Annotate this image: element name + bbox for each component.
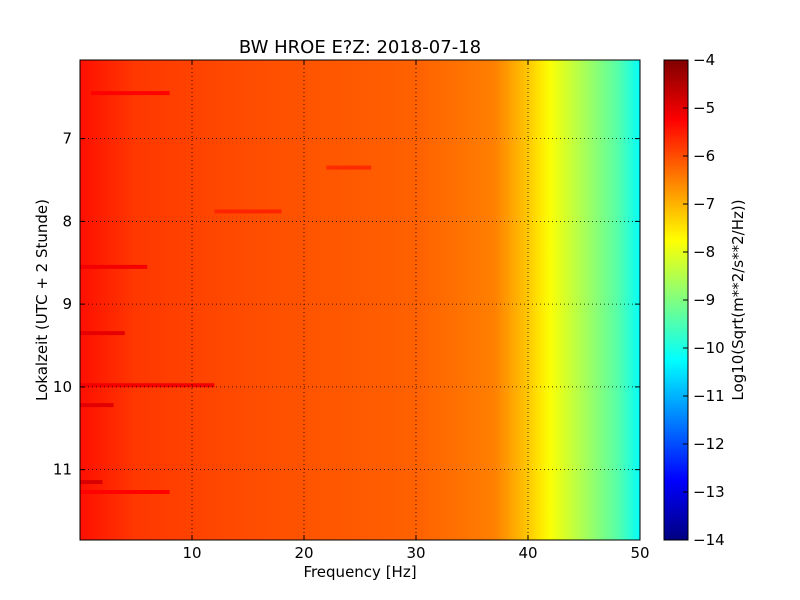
heatmap-area <box>80 60 640 540</box>
y-axis-ticks: 7 8 9 10 11 <box>53 130 640 479</box>
colorbar-tick-label: −6 <box>693 147 715 165</box>
heatmap-band <box>80 490 170 494</box>
y-tick-label: 11 <box>53 461 72 479</box>
heatmap-band <box>80 403 114 408</box>
chart-title: BW HROE E?Z: 2018-07-18 <box>239 37 481 58</box>
heatmap-band <box>80 480 103 485</box>
colorbar-tick-label: −11 <box>693 387 725 405</box>
x-tick-label: 30 <box>406 544 425 562</box>
y-axis-label: Lokalzeit (UTC + 2 Stunde) <box>33 199 51 401</box>
heatmap-band <box>214 209 282 214</box>
colorbar-tick-label: −10 <box>693 339 725 357</box>
heatmap-band <box>80 383 215 388</box>
heatmap-base <box>80 60 640 540</box>
x-tick-label: 50 <box>630 544 649 562</box>
plot-frame <box>79 59 641 541</box>
x-tick-label: 40 <box>518 544 537 562</box>
heatmap-band <box>91 91 170 96</box>
y-tick-label: 10 <box>53 378 72 396</box>
colorbar-tick-label: −9 <box>693 291 715 309</box>
colorbar-tick-label: −8 <box>693 243 715 261</box>
colorbar-label: Log10(Sqrt(m**2/s**2/Hz)) <box>729 199 747 400</box>
x-axis-label: Frequency [Hz] <box>303 563 416 581</box>
x-tick-label: 20 <box>294 544 313 562</box>
y-tick-label: 7 <box>62 130 72 148</box>
grid-lines <box>80 60 640 540</box>
heatmap-band <box>80 331 125 336</box>
colorbar: −4 −5 −6 −7 −8 −9 −10 −11 −12 −13 −14 <box>663 51 725 549</box>
y-tick-label: 8 <box>62 212 72 230</box>
colorbar-tick-label: −12 <box>693 435 725 453</box>
colorbar-tick-label: −14 <box>693 531 725 549</box>
heatmap-band <box>326 165 372 170</box>
y-tick-label: 9 <box>62 295 72 313</box>
heatmap-band <box>80 264 148 269</box>
colorbar-tick-label: −13 <box>693 483 725 501</box>
colorbar-tick-label: −7 <box>693 195 715 213</box>
colorbar-tick-label: −5 <box>693 99 715 117</box>
heatmap-bands <box>80 91 372 494</box>
colorbar-tick-label: −4 <box>693 51 715 69</box>
x-tick-label: 10 <box>182 544 201 562</box>
x-axis-ticks: 10 20 30 40 50 <box>182 60 650 562</box>
